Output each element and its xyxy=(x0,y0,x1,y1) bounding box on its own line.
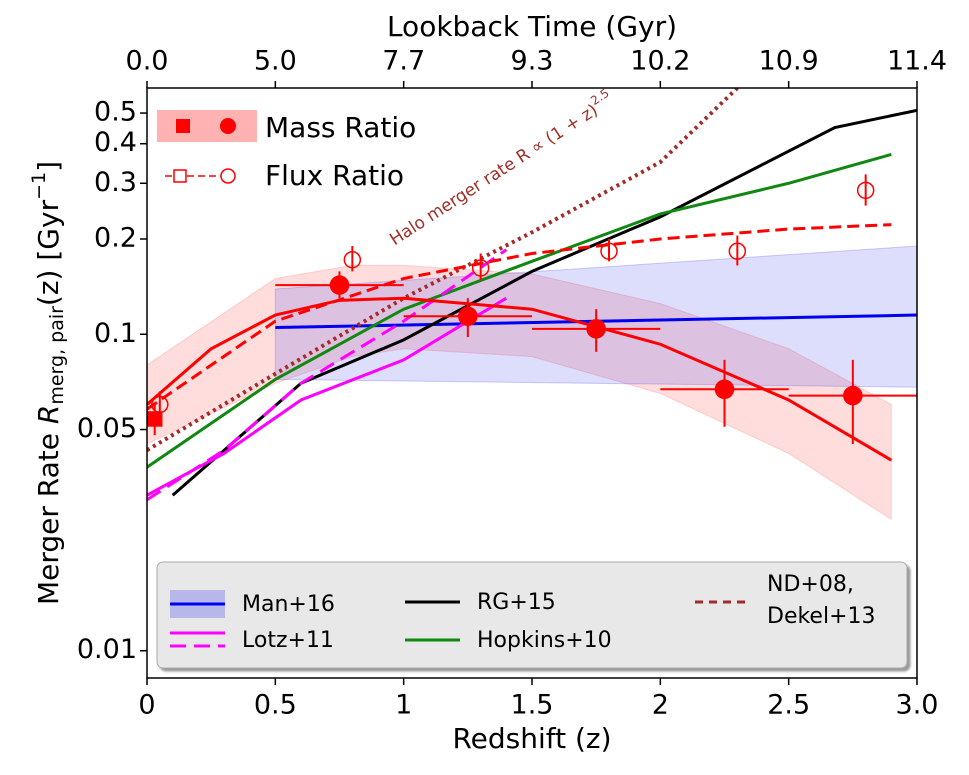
data-line xyxy=(147,152,892,469)
y-axis-label: Merger Rate Rmerg, pair(z) [Gyr−1] xyxy=(28,161,68,605)
top-tick-label: 10.2 xyxy=(630,46,690,77)
y-tick-label: 0.05 xyxy=(77,413,137,444)
point xyxy=(471,259,490,277)
y-tick-label: 0.1 xyxy=(94,318,137,349)
top-axis-label: Lookback Time (Gyr) xyxy=(387,10,677,43)
legend-label: Flux Ratio xyxy=(265,159,404,192)
x-tick-label: 0.5 xyxy=(254,690,297,721)
point xyxy=(856,181,875,200)
y-tick-label: 0.01 xyxy=(77,634,137,665)
annotation: Halo merger rate R ∝ (1 + z)2.5 xyxy=(383,85,617,250)
y-tick-label: 0.5 xyxy=(94,97,137,128)
top-tick-label: 5.0 xyxy=(254,46,297,77)
legend-label: Lotz+11 xyxy=(242,628,334,653)
data-line xyxy=(147,296,893,462)
legend-marker xyxy=(220,168,236,184)
y-label-part: R xyxy=(32,405,65,424)
x-axis-label: Redshift (z) xyxy=(452,722,611,755)
x-tick-label: 0 xyxy=(138,690,155,721)
point xyxy=(151,395,169,414)
y-label-part: ] xyxy=(32,161,65,172)
x-tick-label: 3.0 xyxy=(896,690,939,721)
legend-label: ND+08, xyxy=(767,572,854,597)
legend-label: Mass Ratio xyxy=(265,111,416,144)
y-label-part: merg, pair xyxy=(46,306,68,405)
point xyxy=(728,242,747,260)
x-tick-label: 2 xyxy=(652,690,669,721)
point xyxy=(714,379,735,400)
legend-marker xyxy=(176,119,190,133)
top-tick-label: 7.7 xyxy=(382,46,425,77)
legend-label: RG+15 xyxy=(477,590,556,615)
y-label-part: (z) [Gyr xyxy=(32,199,65,306)
point xyxy=(600,242,618,260)
point xyxy=(329,275,350,295)
point xyxy=(843,385,863,406)
top-tick-label: 11.4 xyxy=(887,46,947,77)
y-tick-label: 0.3 xyxy=(94,167,137,198)
y-tick-label: 0.4 xyxy=(94,127,137,158)
plot-area xyxy=(147,88,917,521)
x-tick-label: 1 xyxy=(395,690,412,721)
legend-label: Dekel+13 xyxy=(767,604,876,629)
x-tick-label: 1.5 xyxy=(511,690,554,721)
top-tick-label: 9.3 xyxy=(511,46,554,77)
y-tick-label: 0.2 xyxy=(94,222,137,253)
legend-swatch xyxy=(157,110,257,142)
point xyxy=(458,306,478,327)
data-line xyxy=(147,223,892,411)
foreground: 0 0.5 1 1.5 2 2.5 3.0 0.0 5.0 7.7 9.3 10.2 10.9 11.4 0… xyxy=(77,46,947,721)
point xyxy=(343,250,362,269)
legend-label: Hopkins+10 xyxy=(477,628,612,653)
legend-marker xyxy=(220,118,236,134)
legend-box xyxy=(156,561,908,669)
top-tick-label: 0.0 xyxy=(126,46,169,77)
top-tick-label: 10.9 xyxy=(759,46,819,77)
legend-marker xyxy=(173,169,187,183)
y-label-part: −1 xyxy=(28,172,50,200)
legend-label: Man+16 xyxy=(242,592,335,617)
y-label-part: Merger Rate xyxy=(32,424,65,605)
annotation-text: Halo merger rate R ∝ (1 + z) xyxy=(386,100,601,250)
band xyxy=(147,264,892,521)
data-line xyxy=(147,248,508,501)
point xyxy=(586,319,606,339)
x-tick-label: 2.5 xyxy=(767,690,810,721)
